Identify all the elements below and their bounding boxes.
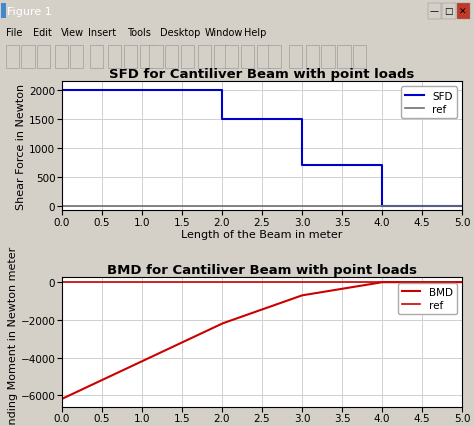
Bar [257,46,270,69]
BMD [380,280,385,285]
Title: BMD for Cantiliver Beam with point loads: BMD for Cantiliver Beam with point loads [107,264,417,276]
Text: Help: Help [244,28,266,38]
Text: Window: Window [205,28,243,38]
Bar [37,46,50,69]
Legend: SFD, ref: SFD, ref [401,87,457,119]
Y-axis label: Bending Moment in Newton meter: Bending Moment in Newton meter [8,246,18,426]
BMD [334,288,339,293]
BMD [221,321,227,326]
Text: Edit: Edit [33,28,52,38]
SFD [379,163,385,168]
Bar [337,46,351,69]
BMD [100,377,105,383]
Bar [181,46,194,69]
SFD [379,204,385,209]
Bar [124,46,137,69]
BMD [459,280,465,285]
Bar [428,3,441,20]
SFD [299,117,305,122]
Bar [55,46,68,69]
Bar [306,46,319,69]
Bar [214,46,228,69]
X-axis label: Length of the Beam in meter: Length of the Beam in meter [181,230,343,240]
Bar [21,46,35,69]
Bar [442,3,456,20]
Bar [165,46,178,69]
BMD [378,280,384,285]
Line: SFD: SFD [62,91,462,206]
SFD [219,117,225,122]
Text: View: View [61,28,84,38]
Text: —: — [429,7,438,16]
BMD [235,316,241,321]
Text: ✕: ✕ [459,7,467,16]
SFD [299,163,305,168]
Bar [225,46,238,69]
Bar [353,46,366,69]
Bar [268,46,281,69]
Legend: BMD, ref: BMD, ref [398,283,457,314]
Text: Desktop: Desktop [160,28,201,38]
Text: Insert: Insert [88,28,116,38]
Text: Figure 1: Figure 1 [7,7,52,17]
Bar [6,46,19,69]
Bar [70,46,83,69]
Y-axis label: Shear Force in Newton: Shear Force in Newton [16,83,27,210]
SFD [59,88,64,93]
Text: Tools: Tools [127,28,151,38]
Bar [321,46,335,69]
Bar [289,46,302,69]
SFD [459,204,465,209]
Title: SFD for Cantiliver Beam with point loads: SFD for Cantiliver Beam with point loads [109,68,415,81]
Text: □: □ [444,7,453,16]
Bar [90,46,103,69]
Text: File: File [6,28,22,38]
Bar [108,46,121,69]
Line: BMD: BMD [62,282,462,399]
Bar [457,3,470,20]
Bar [198,46,211,69]
Bar [149,46,163,69]
BMD [371,281,377,286]
SFD [219,88,225,93]
BMD [59,397,64,402]
Bar [140,46,153,69]
Bar [241,46,254,69]
Bar [1,3,6,19]
